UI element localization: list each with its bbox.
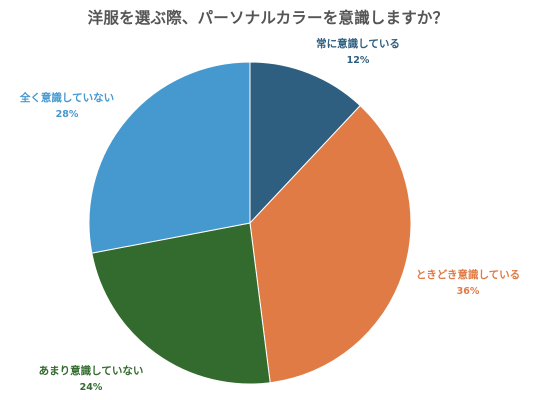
pie-slices [88,61,412,385]
slice-label-1: 常に意識している [316,37,400,50]
pie-labels: 常に意識している 12% ときどき意識している 36% あまり意識していない 24% 全く意… [19,37,520,393]
slice-value-label-3: 24% [80,382,103,393]
pie-slice-3 [91,222,271,385]
pie-slice-2 [249,104,412,384]
slice-label-3: あまり意識していない [39,364,144,377]
slice-label-2: ときどき意識している [416,268,520,281]
pie-slice-1 [249,61,361,225]
chart-title: 洋服を選ぶ際、パーソナルカラーを意識しますか？ [87,9,449,27]
slice-value-label-2: 36% [457,286,480,297]
slice-value-label-4: 28% [56,109,79,120]
slice-label-4: 全く意識していない [19,91,114,104]
slice-value-label-1: 12% [347,55,370,66]
pie-slice-4 [88,61,251,254]
